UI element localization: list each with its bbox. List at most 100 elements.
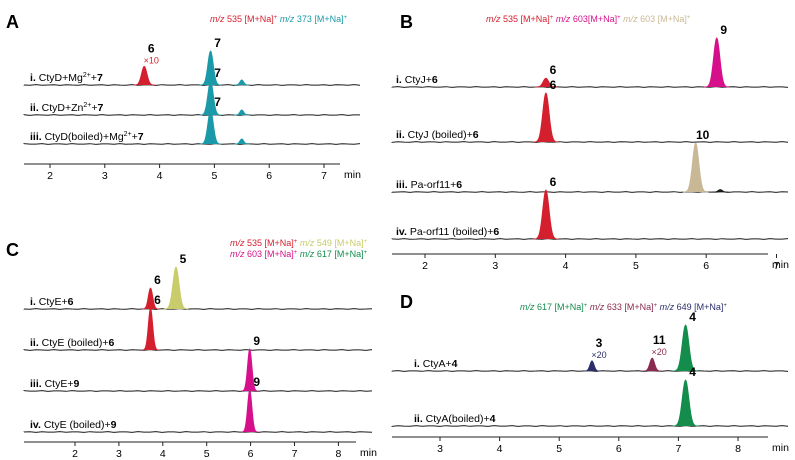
legend-entry-0: 535 [M+Na] [245,238,294,248]
trace-label-part: CtyJ (boiled)+ [405,129,473,141]
trace-baseline [391,141,789,143]
tick-label: 3 [116,448,122,460]
trace-label-part: 6 [109,337,115,349]
trace-baseline [391,425,789,427]
trace-label-part: CtyD(boiled)+Mg [42,131,124,143]
trace-1: 69i. CtyJ+6 [391,23,789,88]
peak-label: 9 [253,375,260,389]
trace-label-part: CtyE+ [36,296,68,308]
legend: m/z 535 [M+Na]+ m/z 603[M+Na]+ m/z 603 [… [486,14,691,24]
trace-label-part: 2+ [83,102,91,109]
trace-label: iii. CtyE+9 [30,378,79,390]
trace-roman: ii. [396,129,405,141]
trace-label-part: CtyA+ [420,358,452,370]
trace-label: i. CtyE+6 [30,296,74,308]
peak [642,357,662,372]
legend-entry-1: 373 [M+Na] [294,14,343,24]
x-axis: 3 4 5 6 7 8 min [392,436,789,455]
peak-scale-label: ×10 [144,55,159,65]
legend-mz-0: m/z [210,14,225,24]
trace-label: ii. CtyA(boiled)+4 [414,413,496,425]
peak-scale-label: ×20 [591,350,606,360]
trace-baseline [23,143,361,145]
peak [682,142,709,193]
legend-sup-0: + [274,15,278,21]
trace-label-part: CtyD+Mg [36,72,83,84]
tick-label: 7 [321,170,327,182]
legend-row-2: m/z 603 [M+Na]+ m/z 617 [M+Na]+ [230,249,368,259]
tick-label: 7 [774,260,780,272]
trace-2: 4 ii. CtyA(boiled)+4 [391,365,789,427]
tick-label: 5 [211,170,217,182]
trace-label: ii. CtyJ (boiled)+6 [396,129,479,141]
tick-label: 3 [492,260,498,272]
axis-unit: min [772,442,789,454]
trace-label-part: 7 [98,102,104,114]
legend-mz-0: m/z [486,14,501,24]
tick-label: 2 [47,170,53,182]
trace-2: 7ii. CtyD+Zn2++7 [23,66,360,116]
legend-entry-3: 617 [M+Na] [314,249,363,259]
tick-label: 2 [422,260,428,272]
trace-label-part: CtyE+ [42,378,74,390]
trace-2: 6 ii. CtyJ (boiled)+6 [391,78,789,143]
tick-label: 6 [248,448,254,460]
legend-mz-2: m/z [230,249,245,259]
tick-label: 6 [616,443,622,455]
peak-label: 5 [180,252,187,266]
tick-label: 4 [157,170,163,182]
peak [199,109,222,145]
legend-sup-0: + [550,15,554,21]
legend-entry-0: 535 [M+Na] [225,14,274,24]
legend: m/z 535 [M+Na]+ m/z 549 [M+Na]+ [230,238,368,248]
peak [141,307,160,351]
trace-roman: iv. [396,226,407,238]
trace-label: iv. Pa-orf11 (boiled)+6 [396,226,499,238]
trace-label-part: CtyE (boiled)+ [39,337,109,349]
trace-roman: ii. [414,413,423,425]
peak [234,79,250,86]
legend-sup-1: + [654,303,658,309]
peak [240,389,259,433]
legend-entry-1: 633 [M+Na] [604,302,653,312]
trace-roman: i. [30,72,36,84]
legend: m/z 535 [M+Na]+ m/z 373 [M+Na]+ [210,14,348,24]
peak-label: 11 [653,333,666,347]
legend-sup-2: + [687,15,691,21]
peak-label: 6 [550,78,557,92]
trace-baseline [23,390,373,392]
trace-label: iv. CtyE (boiled)+9 [30,419,117,431]
peak [141,287,160,310]
tick-label: 5 [204,448,210,460]
tick-label: 3 [437,443,443,455]
legend-sup-1: + [364,239,368,245]
trace-label-part: 7 [97,72,103,84]
legend-sup-1: + [344,15,348,21]
tick-label: 5 [556,443,562,455]
tick-label: 5 [633,260,639,272]
legend-sup-2: + [294,250,298,256]
peak [704,37,730,88]
trace-label-part: CtyA(boiled)+ [423,413,490,425]
peak-label: 10 [696,128,710,142]
trace-roman: iii. [396,179,408,191]
peak-label: 7 [214,36,221,50]
trace-baseline [23,349,373,351]
tick-label: 8 [735,443,741,455]
peak [672,379,699,427]
x-axis: 2 3 4 5 6 7 min [24,163,361,182]
legend-mz-2: m/z [660,302,675,312]
trace-label-part: 9 [111,419,117,431]
trace-baseline [23,84,361,86]
legend-mz-0: m/z [520,302,535,312]
peak-label: 6 [550,175,557,189]
trace-1: 65i. CtyE+6 [23,252,373,310]
legend-mz-1: m/z [300,238,315,248]
peak-label: 4 [689,365,696,379]
peak [133,65,156,86]
trace-label: ii. CtyE (boiled)+6 [30,337,115,349]
trace-label-part: 6 [432,74,438,86]
